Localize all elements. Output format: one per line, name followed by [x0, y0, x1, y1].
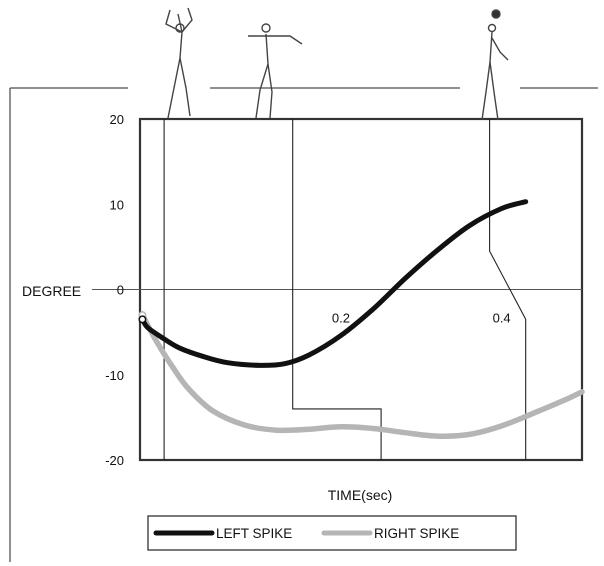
y-tick-label: 0: [117, 283, 124, 298]
pose-figure-2-icon: [248, 23, 303, 119]
y-axis-title: DEGREE: [22, 283, 81, 299]
event-marker-3: [489, 119, 527, 460]
legend: LEFT SPIKE RIGHT SPIKE: [147, 515, 517, 551]
event-markers: [163, 119, 527, 460]
series-start-point-left-spike: [138, 315, 147, 324]
x-tick-labels: 0.2 0.4: [332, 311, 511, 326]
series-line-left-spike: [139, 199, 529, 368]
pose-figure-1-icon: [165, 7, 193, 119]
y-tick-label: -20: [105, 453, 124, 468]
y-tick-label: 20: [110, 112, 124, 127]
event-marker-2: [292, 119, 382, 460]
legend-label-right-spike: RIGHT SPIKE: [374, 526, 459, 541]
x-axis-title: TIME(sec): [328, 487, 393, 503]
pose-figure-3-icon: [481, 9, 509, 121]
y-tick-labels: 20 10 0 -10 -20: [105, 112, 124, 468]
y-tick-label: -10: [105, 368, 124, 383]
series-lines: [138, 199, 585, 439]
x-tick-label: 0.2: [332, 311, 350, 326]
x-tick-label: 0.4: [493, 311, 511, 326]
legend-label-left-spike: LEFT SPIKE: [216, 526, 292, 541]
series-line-right-spike: [139, 312, 585, 439]
y-tick-label: 10: [110, 197, 124, 212]
